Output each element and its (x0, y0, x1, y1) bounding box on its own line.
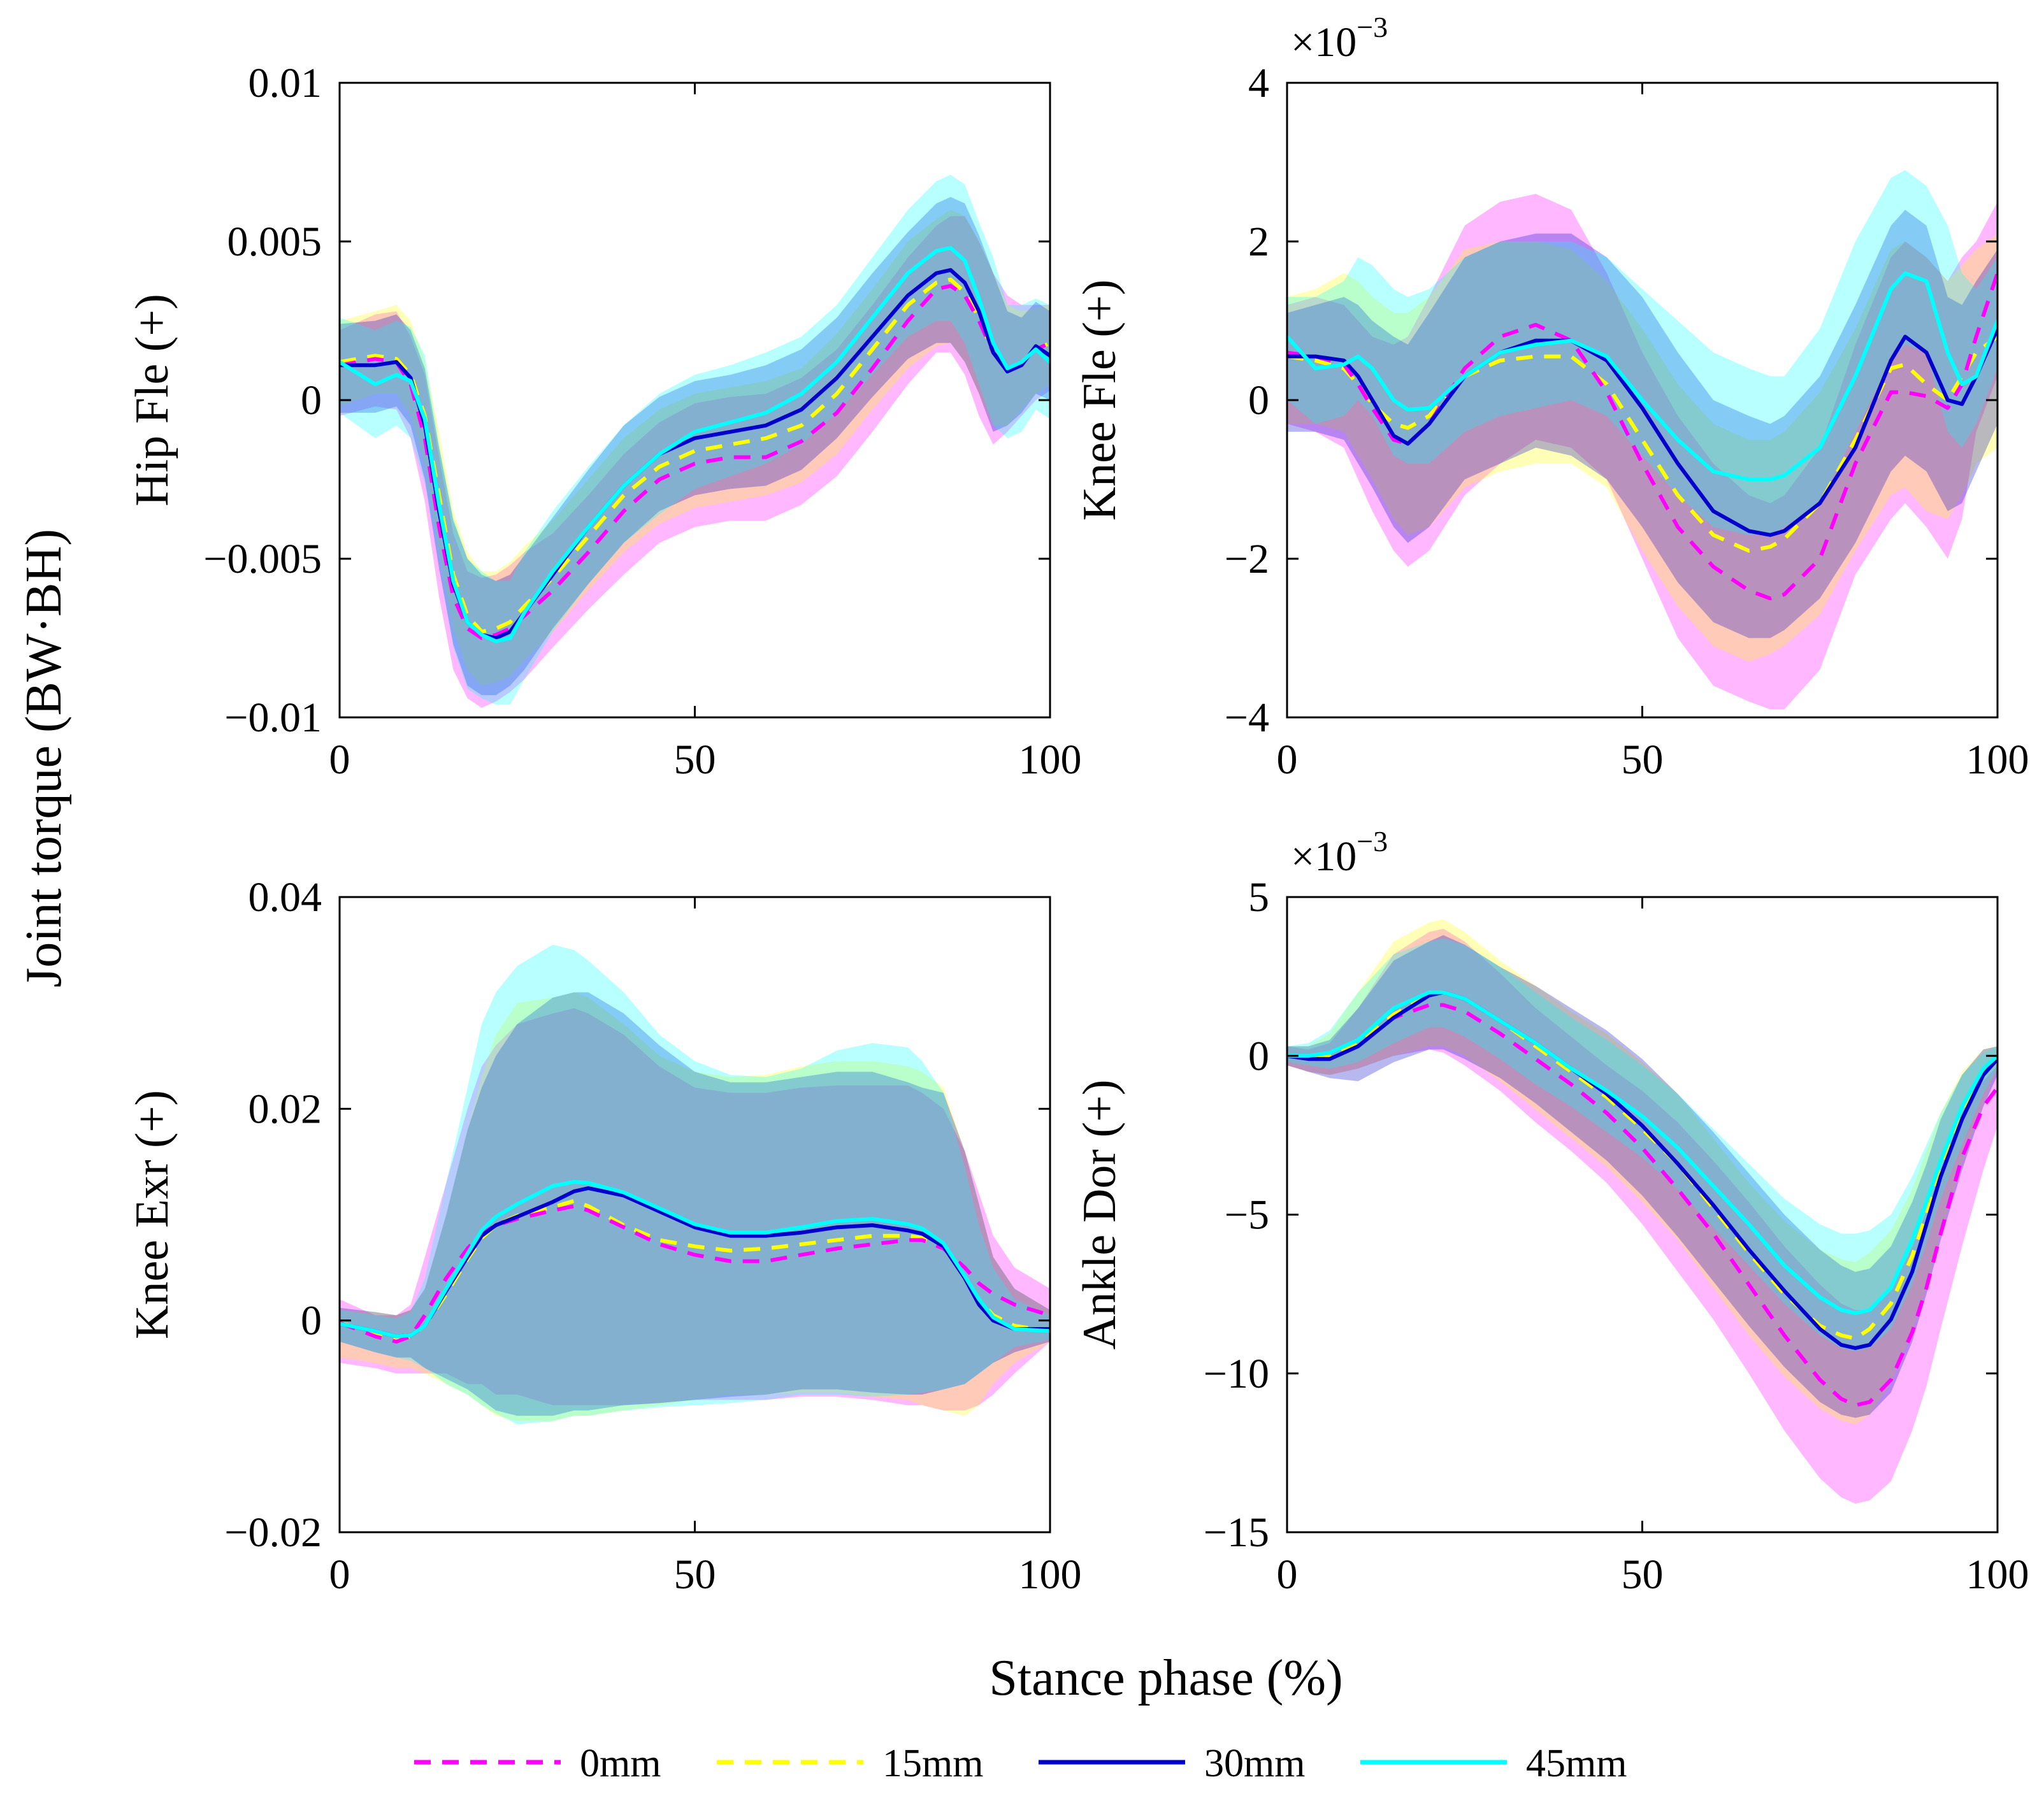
x-tick-label: 100 (1019, 1551, 1082, 1598)
y-axis-title: Knee Fle (+) (1074, 280, 1126, 521)
exponent-label: ×10−3 (1291, 825, 1388, 880)
x-tick-label: 0 (1277, 736, 1298, 783)
y-tick-label: 5 (1248, 874, 1269, 921)
lines (340, 246, 1050, 643)
legend-item-15mm: 15mm (717, 1742, 983, 1785)
y-tick-label: −0.02 (224, 1509, 322, 1556)
y-tick-label: −5 (1225, 1192, 1269, 1239)
band-30mm (340, 197, 1050, 696)
x-tick-label: 0 (329, 1551, 350, 1598)
bands (340, 175, 1050, 708)
panel-1: 0 50 100 −0.01 −0.005 0 0.005 0.01 Hip Fle (+) (126, 60, 1082, 783)
x-tick-label: 0 (1277, 1551, 1298, 1598)
x-tick-label: 100 (1966, 736, 2029, 783)
y-tick-label: −0.01 (224, 694, 322, 741)
band-0mm (1287, 194, 1997, 710)
y-tick-label: −10 (1204, 1351, 1269, 1397)
x-tick-label: 100 (1966, 1551, 2029, 1598)
y-tick-label: 4 (1248, 60, 1269, 106)
legend-label: 0mm (580, 1742, 661, 1785)
y-tick-label: 0.005 (227, 219, 322, 265)
bands (340, 944, 1050, 1425)
panel-2: 0 50 100 −4 −2 0 2 4 ×10−3 Knee Fle (+) (1074, 11, 2029, 783)
band-30mm (340, 992, 1050, 1416)
y-tick-label: 0 (1248, 377, 1269, 424)
band-45mm (340, 944, 1050, 1425)
y-tick-label: −2 (1225, 536, 1269, 582)
y-axis-title: Hip Fle (+) (126, 294, 178, 506)
exponent-label: ×10−3 (1291, 11, 1388, 66)
y-tick-label: 0.01 (248, 60, 322, 106)
legend: 0mm 15mm 30mm 45mm (414, 1742, 1627, 1785)
y-tick-label: 0 (301, 1298, 322, 1344)
y-tick-label: 0 (1248, 1033, 1269, 1079)
y-tick-label: 0.02 (248, 1086, 322, 1132)
y-tick-label: −15 (1204, 1509, 1269, 1556)
band-0mm (340, 1008, 1050, 1411)
x-tick-label: 0 (329, 736, 350, 783)
lines (1287, 990, 1997, 1407)
x-tick-label: 50 (1622, 736, 1664, 783)
legend-label: 15mm (882, 1742, 983, 1785)
legend-label: 30mm (1204, 1742, 1305, 1785)
line-0mm (1287, 272, 1997, 601)
y-tick-label: −0.005 (203, 536, 322, 582)
band-0mm (1287, 928, 1997, 1504)
x-tick-label: 50 (674, 1551, 716, 1598)
band-15mm (340, 210, 1050, 686)
figure-ylabel: Joint torque (BW·BH) (16, 529, 72, 988)
legend-label: 45mm (1526, 1742, 1627, 1785)
x-tick-label: 100 (1019, 736, 1082, 783)
legend-item-0mm: 0mm (414, 1742, 661, 1785)
legend-item-45mm: 45mm (1360, 1742, 1627, 1785)
band-15mm (340, 992, 1050, 1421)
legend-item-30mm: 30mm (1039, 1742, 1305, 1785)
band-30mm (1287, 210, 1997, 638)
lines (340, 1180, 1050, 1344)
line-30mm (1287, 990, 1997, 1350)
y-tick-label: −4 (1225, 694, 1269, 741)
y-tick-label: 0.04 (248, 874, 322, 921)
lines (1287, 271, 1997, 601)
y-tick-label: 2 (1248, 219, 1269, 265)
line-15mm (1287, 334, 1997, 553)
figure-xlabel: Stance phase (%) (989, 1650, 1342, 1706)
y-tick-label: 0 (301, 377, 322, 424)
line-15mm (1287, 990, 1997, 1340)
x-tick-label: 50 (1622, 1551, 1664, 1598)
y-axis-title: Ankle Dor (+) (1074, 1080, 1126, 1350)
x-tick-label: 50 (674, 736, 716, 783)
y-axis-title: Knee Exr (+) (126, 1090, 178, 1339)
line-30mm (1287, 326, 1997, 537)
line-45mm (1287, 990, 1997, 1315)
line-45mm (340, 246, 1050, 643)
panel-4: 0 50 100 −15 −10 −5 0 5 ×10−3 Ankle Dor (+) (1074, 825, 2029, 1598)
line-0mm (1287, 1003, 1997, 1407)
line-45mm (340, 1180, 1050, 1339)
line-45mm (1287, 271, 1997, 482)
band-45mm (1287, 938, 1997, 1351)
